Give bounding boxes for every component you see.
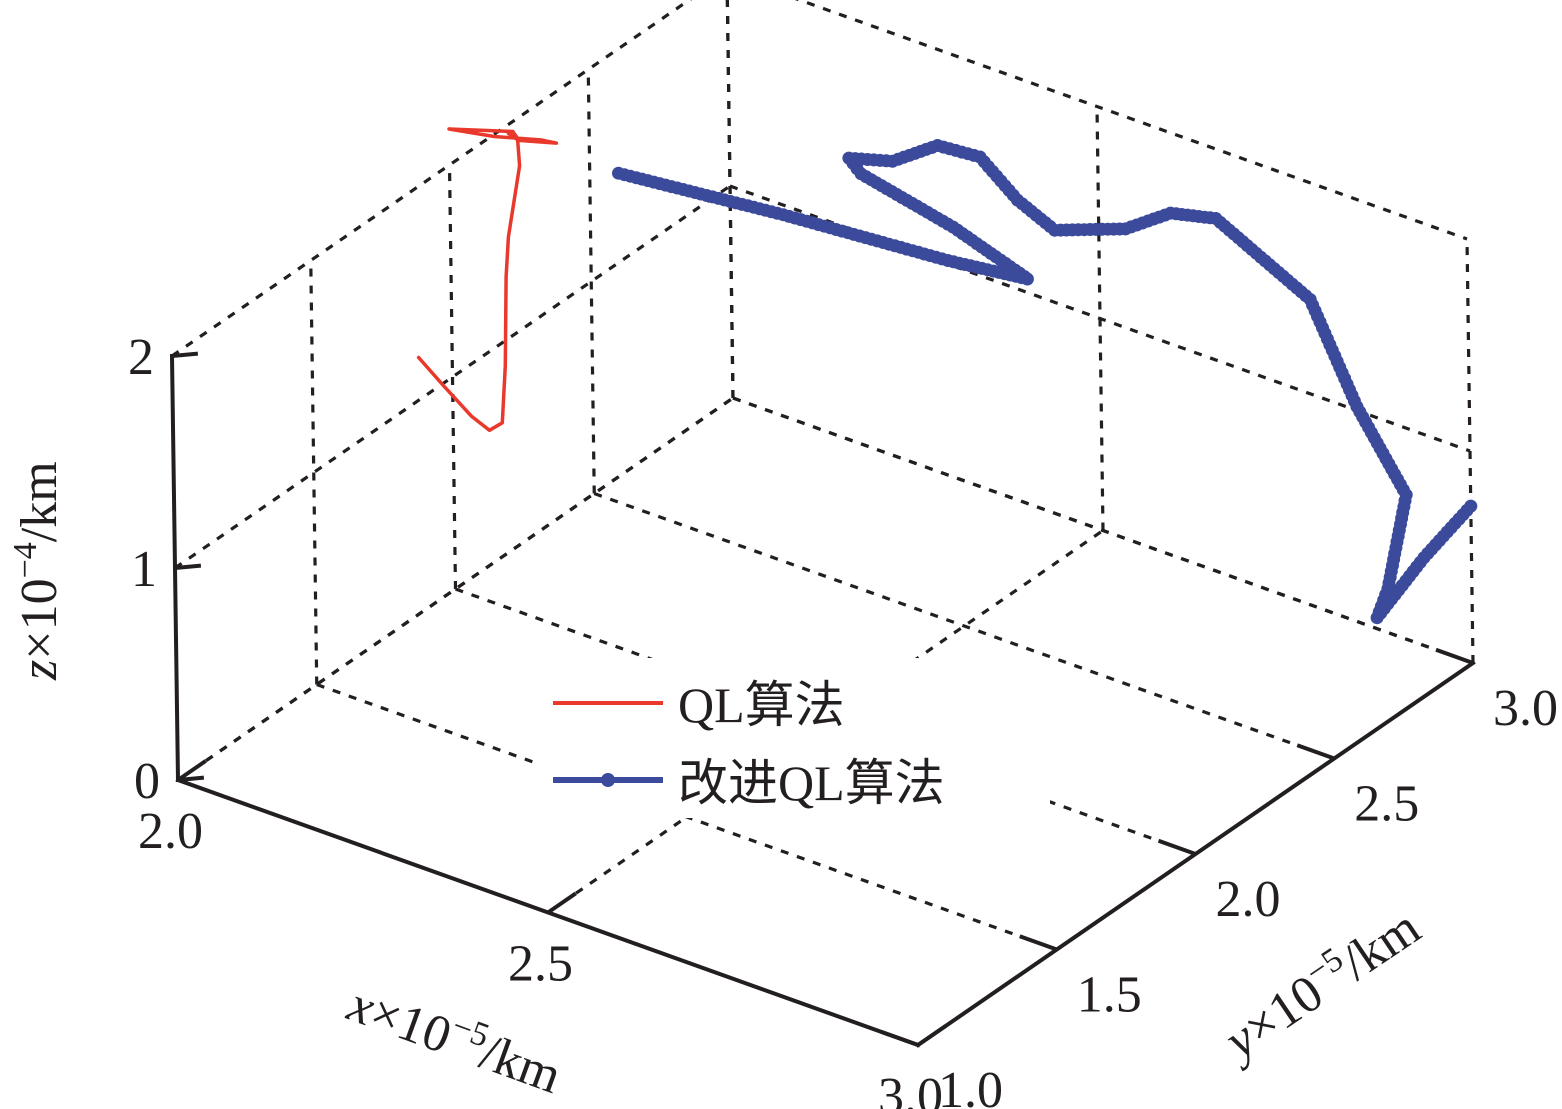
yz-wall-grid-line <box>309 260 319 685</box>
y-tick-label: 2.0 <box>1216 871 1281 928</box>
xz-wall-grid-line <box>729 184 1471 453</box>
series-line-ql <box>416 127 559 433</box>
legend-label-improved-ql: 改进QL算法 <box>678 755 945 811</box>
x-tick-label: 2.5 <box>508 936 573 993</box>
legend: QL算法 改进QL算法 <box>540 658 1050 818</box>
x-tick-label: 2.0 <box>138 803 203 860</box>
y-tick-mark <box>1019 934 1058 952</box>
z-tick-label: 2 <box>128 329 154 386</box>
yz-wall-grid-line <box>586 69 596 494</box>
xz-wall-grid-line <box>732 396 1474 665</box>
floor-grid-line <box>593 491 1335 761</box>
z-tick-mark <box>171 351 199 358</box>
z-tick-label: 1 <box>131 541 157 598</box>
x-tick-label: 3.0 <box>878 1068 943 1109</box>
z-tick-mark <box>177 775 205 782</box>
yz-wall-grid-line <box>447 164 458 590</box>
xz-wall-grid-line <box>1095 106 1105 531</box>
y-tick-mark <box>1296 743 1335 761</box>
series-markers-improved-ql <box>612 139 1478 625</box>
y-tick-label: 1.5 <box>1077 967 1142 1024</box>
x-tick-mark <box>916 1024 947 1047</box>
data-point <box>1464 499 1478 513</box>
xz-wall-grid-line <box>725 0 735 399</box>
y-tick-mark <box>1435 647 1474 665</box>
yz-wall-grid-line <box>177 396 734 782</box>
data-series <box>416 127 1478 625</box>
yz-wall-grid-line <box>174 184 731 570</box>
axes <box>169 351 1476 1048</box>
z-tick-mark <box>174 563 202 570</box>
legend-marker-improved-ql <box>601 773 615 787</box>
x-tick-mark <box>546 891 577 915</box>
z-axis-title: z×10−4/km <box>7 461 68 681</box>
x-tick-mark <box>176 759 207 782</box>
floor-grid-line <box>547 529 1104 914</box>
xz-wall-grid-line <box>794 0 1468 241</box>
y-tick-label: 1.0 <box>938 1062 1003 1109</box>
z-tick-label: 0 <box>134 753 160 810</box>
y-tick-mark <box>880 1029 919 1047</box>
yz-wall-grid-line <box>171 0 693 358</box>
legend-box <box>540 658 1050 818</box>
y-tick-mark <box>1157 838 1197 856</box>
legend-label-ql: QL算法 <box>678 677 845 733</box>
y-tick-label: 2.5 <box>1354 776 1419 833</box>
y-tick-label: 3.0 <box>1493 680 1558 737</box>
xz-wall-grid-line <box>1465 238 1475 664</box>
